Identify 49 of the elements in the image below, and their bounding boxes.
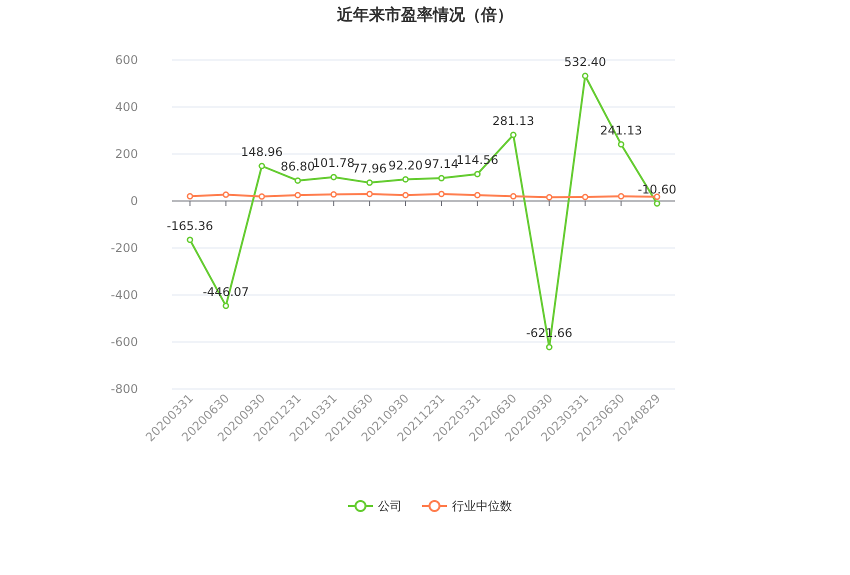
point	[546, 194, 552, 200]
point	[186, 193, 194, 200]
legend-label: 公司	[378, 499, 402, 513]
legend-行业中位数: 行业中位数	[422, 499, 512, 513]
y-tick-label: -800	[110, 382, 138, 396]
point	[582, 194, 588, 200]
data-label: 77.96	[352, 162, 387, 176]
point	[402, 176, 409, 183]
point	[258, 162, 266, 170]
y-tick-label: -600	[110, 335, 138, 349]
point	[222, 191, 230, 198]
point	[330, 174, 337, 180]
point	[330, 191, 337, 198]
point	[186, 236, 194, 244]
point	[618, 141, 624, 148]
data-label: 86.80	[280, 160, 315, 174]
point	[510, 132, 517, 138]
point	[366, 190, 373, 198]
point	[258, 193, 266, 200]
y-tick-label: 400	[115, 100, 138, 114]
legend-公司: 公司	[348, 499, 402, 513]
y-tick-label: -200	[110, 241, 138, 255]
point	[222, 302, 230, 310]
data-label: 532.40	[564, 54, 606, 69]
data-label: 148.96	[240, 144, 283, 159]
data-label: 101.78	[312, 156, 355, 170]
point	[294, 177, 301, 184]
point	[402, 192, 409, 198]
point	[546, 344, 552, 350]
data-label: 97.14	[424, 157, 459, 172]
y-tick-label: -400	[110, 288, 138, 302]
y-tick-label: 200	[115, 147, 138, 161]
point	[294, 192, 301, 198]
chart-title: 近年来市盈率情况（倍）	[336, 5, 513, 24]
point	[510, 193, 517, 200]
y-tick-label: 600	[115, 53, 138, 67]
point	[474, 192, 481, 198]
point	[438, 174, 445, 182]
legend-label: 行业中位数	[452, 499, 512, 513]
point	[582, 72, 588, 80]
point	[366, 179, 373, 186]
data-label: -165.36	[166, 218, 214, 233]
point	[474, 170, 481, 178]
data-label: 92.20	[388, 158, 423, 172]
point	[618, 193, 624, 200]
y-tick-label: 0	[130, 194, 138, 208]
point	[654, 200, 660, 207]
data-label: 281.13	[492, 114, 534, 128]
point	[438, 190, 445, 198]
